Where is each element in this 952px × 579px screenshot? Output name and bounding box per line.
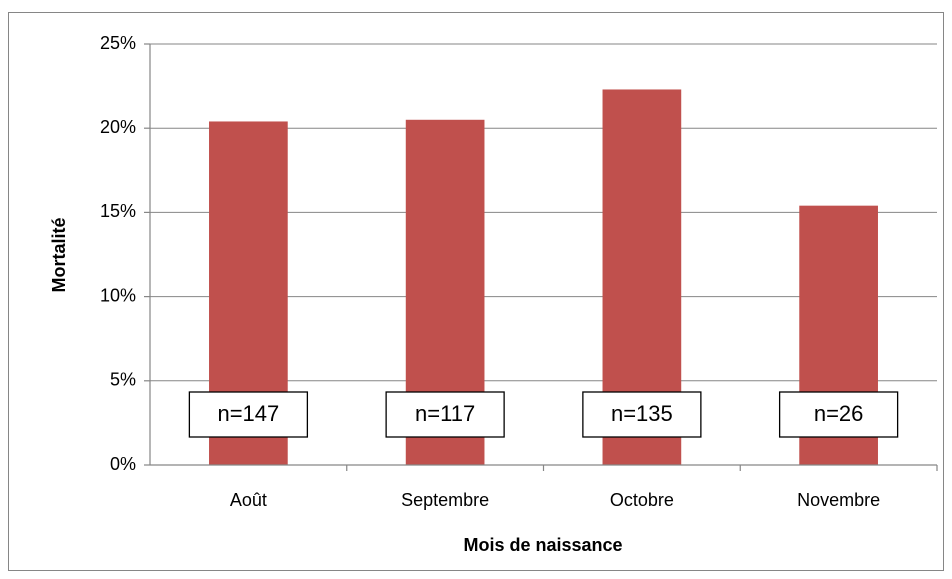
annotation-box xyxy=(778,391,899,438)
y-tick-label: 20% xyxy=(100,117,136,137)
y-axis-label: Mortalité xyxy=(49,217,69,292)
y-tick-label: 10% xyxy=(100,285,136,305)
x-tick-label: Septembre xyxy=(401,490,489,510)
x-axis-label: Mois de naissance xyxy=(463,535,622,555)
annotation: n=147 xyxy=(217,401,279,426)
y-tick-label: 15% xyxy=(100,201,136,221)
annotation: n=135 xyxy=(611,401,673,426)
annotation: n=26 xyxy=(814,401,864,426)
y-tick-label: 0% xyxy=(110,454,136,474)
y-tick-label: 25% xyxy=(100,33,136,53)
x-tick-label: Novembre xyxy=(797,490,880,510)
x-tick-label: Octobre xyxy=(610,490,674,510)
x-tick-label: Août xyxy=(230,490,267,510)
annotation-box xyxy=(582,391,702,438)
annotation-box xyxy=(385,391,505,438)
annotation-box xyxy=(188,391,309,438)
annotation: n=117 xyxy=(415,401,475,426)
y-tick-label: 5% xyxy=(110,370,136,390)
